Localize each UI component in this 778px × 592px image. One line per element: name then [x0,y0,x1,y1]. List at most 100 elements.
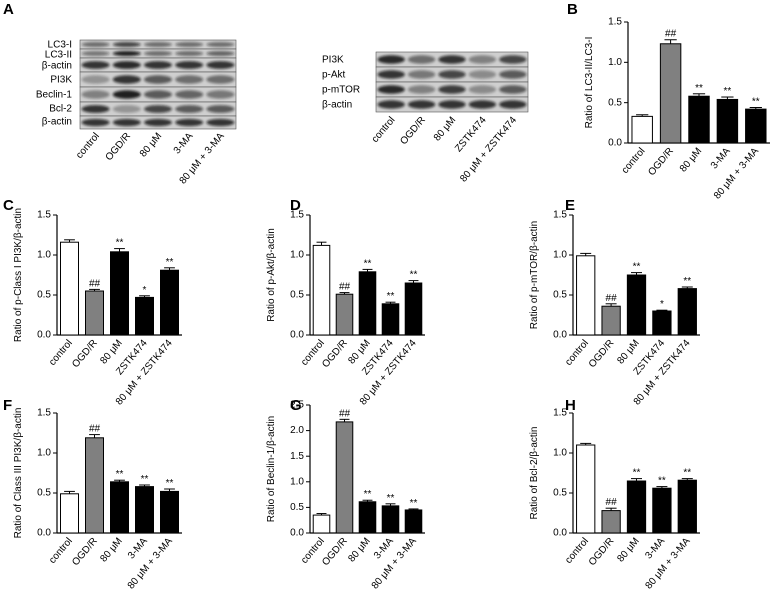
blot-row-label: Beclin-1 [36,90,73,101]
y-tick-label: 2.5 [290,400,304,411]
x-tick-label: 3-MA [709,146,733,172]
blot-band [438,100,466,109]
blot-band [468,85,497,94]
blot-band [407,85,436,94]
blot-band [206,75,235,84]
error-bar [64,239,75,243]
x-tick-label: OGD/R [587,338,616,370]
blot-row-label: β-actin [322,100,352,111]
lane-label: OGD/R [398,115,427,147]
blot-band [81,105,110,113]
blot-band [377,55,405,64]
bar [601,510,621,534]
panel-label: A [3,1,14,18]
significance-label: ** [364,489,372,500]
error-bar [164,267,175,271]
blot-band [175,118,204,127]
bar [312,514,331,534]
blot-band [407,70,436,79]
error-bar [749,107,762,110]
error-bar [164,488,175,492]
blot-band [468,100,497,109]
y-tick-label: 0.5 [553,488,567,499]
panel-label: F [3,397,12,414]
y-tick-label: 1.0 [290,250,304,261]
significance-label: ## [339,408,351,419]
blot-band [175,75,204,84]
bar [60,493,79,534]
blot-band [206,50,235,57]
significance-label: ** [387,493,395,504]
blot-band [468,55,497,64]
significance-label: ** [752,97,760,108]
error-bar [636,114,649,117]
bar [745,108,767,144]
error-bar [139,295,150,298]
bar [631,115,653,144]
y-tick-label: 1.5 [608,17,622,28]
error-bar [631,272,642,275]
y-tick-label: 0.0 [553,528,567,539]
bar-chart: 0.0 0.5 1.0 1.5 Ratio of LC3-II/LC3-I control… [584,17,770,201]
blot-band [175,41,204,48]
blot-band [143,50,173,57]
y-tick-label: 1.0 [553,250,567,261]
error-bar [681,478,693,481]
blot-band [175,90,204,99]
bar [652,487,672,534]
error-bar [114,248,125,252]
y-tick-label: 1.0 [37,250,51,261]
blot-band [112,41,141,48]
panel-label: C [3,197,14,214]
significance-label: * [660,299,664,310]
significance-label: ## [339,282,351,293]
bar [335,293,354,336]
western-blot [375,51,529,113]
blot-band [112,75,141,84]
significance-label: ** [410,270,418,281]
x-tick-label: 3-MA [643,536,667,562]
y-tick-label: 0.5 [37,290,51,301]
bar [677,288,697,336]
blot-band [438,70,466,79]
panel-label: E [565,197,575,214]
y-tick-label: 0.0 [290,528,304,539]
error-bar [339,418,350,422]
bar-chart: 0.0 0.5 1.0 1.5 Ratio of Class III PI3K/β-ac… [13,408,182,591]
y-axis-label: Ratio of Bcl-2/β-actin [529,426,540,519]
y-tick-label: 2.0 [290,425,304,436]
blot-band [206,118,235,127]
error-bar [580,442,592,445]
y-tick-label: 1.0 [37,448,51,459]
significance-label: ** [116,469,124,480]
significance-label: ** [683,276,691,287]
blot-band [81,50,110,57]
x-tick-label: OGD/R [70,536,99,568]
y-tick-label: 0.5 [290,502,304,513]
error-bar [408,508,419,510]
y-tick-label: 0.0 [608,138,622,149]
bar-chart: 0.0 0.5 1.0 1.5 2.0 2.5 Ratio of Beclin-1/β-ac… [266,400,425,591]
blot-band [438,85,466,94]
x-tick-label: OGD/R [646,146,675,178]
significance-label: ** [633,468,641,479]
blot-band [81,90,110,99]
blot-band [143,61,173,69]
y-axis-label: Ratio of p-Class I PI3K/β-actin [13,208,24,342]
blot-row-label: LC3-I [48,40,72,51]
panel-label: D [290,197,301,214]
bar [358,501,377,534]
blot-band [143,41,173,48]
bar [659,43,682,144]
y-tick-label: 1.5 [37,408,51,419]
error-bar [339,292,350,295]
bar [404,282,423,336]
x-tick-label: OGD/R [320,536,349,568]
y-tick-label: 1.5 [553,408,567,419]
y-tick-label: 0.5 [290,290,304,301]
y-tick-label: 0.0 [37,528,51,539]
blot-band [499,85,527,94]
bar [626,480,647,534]
error-bar [89,288,100,291]
